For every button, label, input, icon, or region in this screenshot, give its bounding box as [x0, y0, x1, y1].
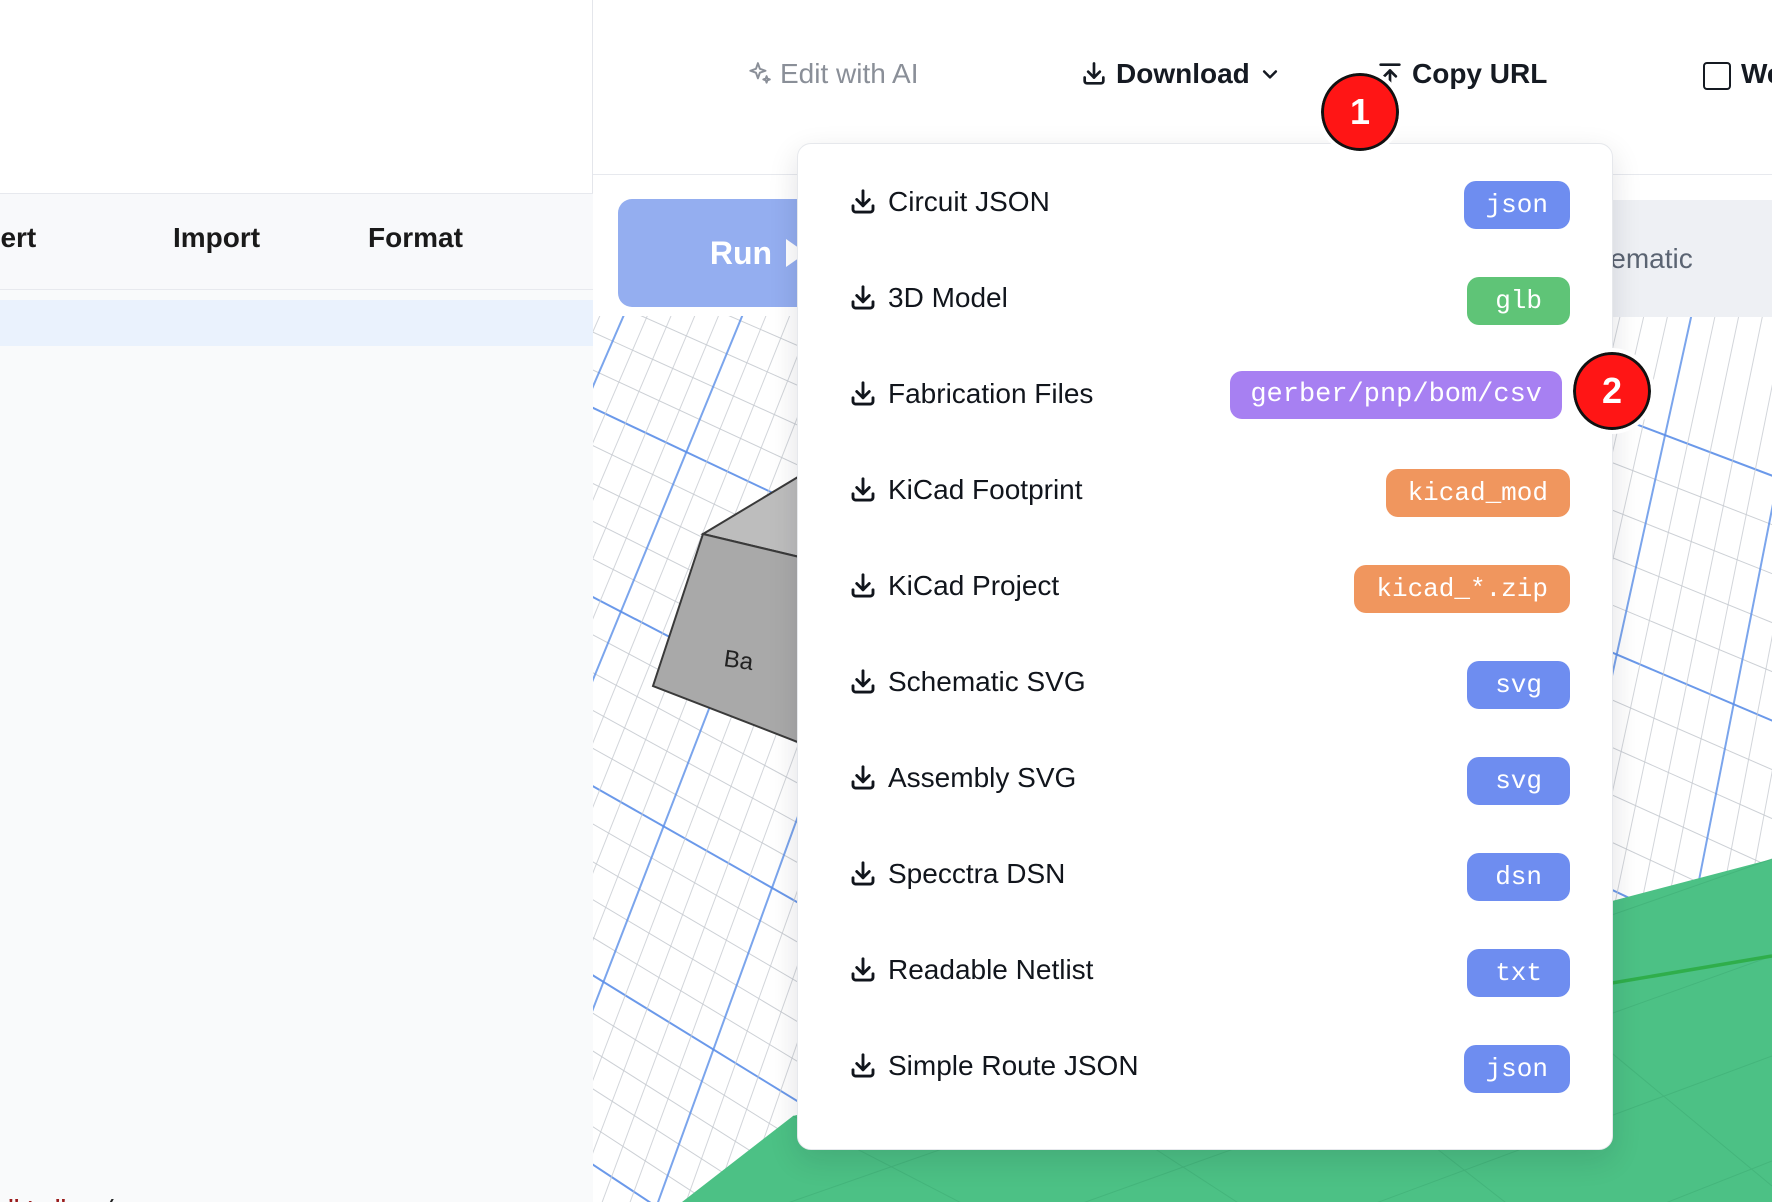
svg-text:Ba: Ba [722, 645, 755, 676]
